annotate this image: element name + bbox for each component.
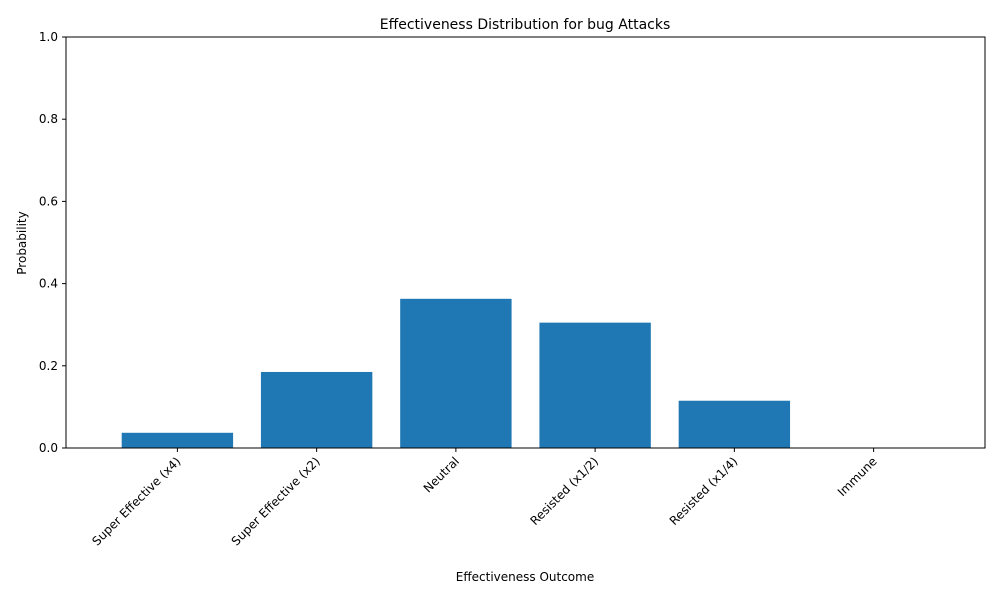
x-axis-label: Effectiveness Outcome — [456, 570, 594, 584]
bar-4 — [678, 400, 791, 448]
plot-frame — [65, 36, 986, 449]
bar-1 — [260, 371, 373, 448]
x-tick-label-4: Resisted (x1/4) — [667, 454, 741, 528]
y-axis-label: Probability — [15, 211, 29, 274]
x-tick-label-0: Super Effective (x4) — [89, 454, 183, 548]
chart-title: Effectiveness Distribution for bug Attac… — [380, 17, 671, 33]
bar-2 — [400, 298, 512, 448]
y-tick-label-1: 0.2 — [39, 359, 58, 373]
x-tick-label-2: Neutral — [421, 454, 462, 495]
x-tick-label-3: Resisted (x1/2) — [527, 454, 601, 528]
x-tick-label-5: Immune — [835, 454, 880, 499]
y-tick-label-3: 0.6 — [39, 194, 58, 208]
bar-3 — [539, 322, 651, 448]
y-axis-ticks: 0.0 0.2 0.4 0.6 0.8 1.0 — [39, 30, 66, 455]
y-tick-label-0: 0.0 — [39, 441, 58, 455]
y-tick-label-4: 0.8 — [39, 112, 58, 126]
x-tick-label-1: Super Effective (x2) — [229, 454, 323, 548]
bars-group — [121, 298, 791, 448]
bar-0 — [121, 432, 234, 448]
y-tick-label-2: 0.4 — [39, 277, 58, 291]
x-axis-ticks: Super Effective (x4) Super Effective (x2)… — [89, 448, 880, 548]
y-tick-label-5: 1.0 — [39, 30, 58, 44]
